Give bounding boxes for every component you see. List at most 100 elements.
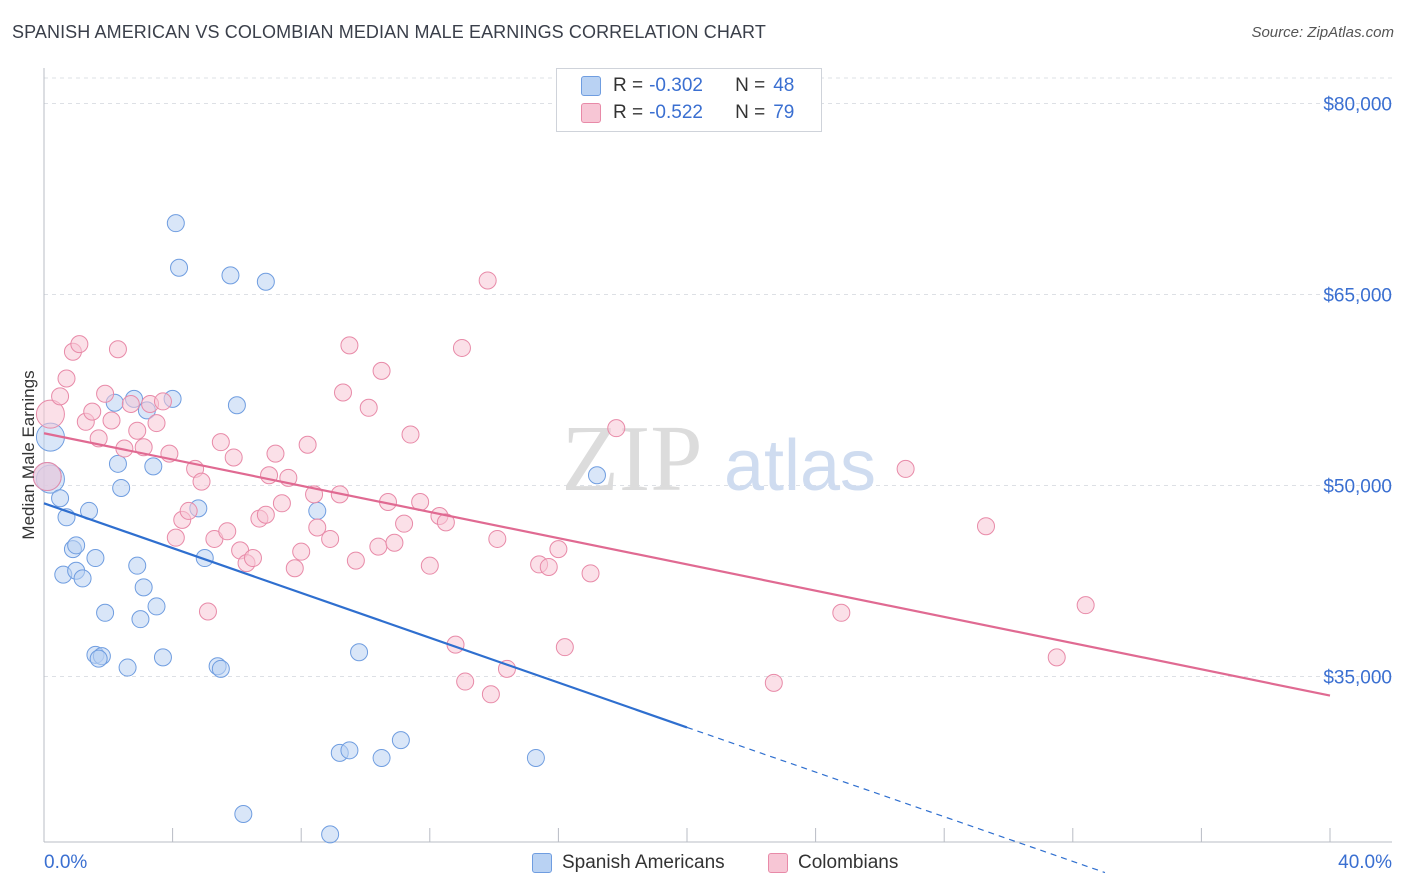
data-point bbox=[211, 433, 230, 452]
data-point bbox=[153, 648, 172, 667]
x-axis-max-label: 40.0% bbox=[1338, 852, 1392, 873]
data-point bbox=[285, 559, 304, 578]
data-point bbox=[153, 392, 172, 411]
legend-r-label: R = bbox=[613, 102, 644, 123]
data-point bbox=[218, 522, 237, 541]
data-point bbox=[57, 369, 76, 388]
series-legend: Spanish Americans Colombians bbox=[0, 852, 1406, 878]
data-point bbox=[70, 335, 89, 354]
data-point bbox=[131, 610, 150, 629]
data-point bbox=[128, 556, 147, 575]
data-point bbox=[192, 472, 211, 491]
data-point bbox=[121, 394, 140, 413]
data-point bbox=[221, 266, 240, 285]
y-tick-labels: $35,000 $50,000 $65,000 $80,000 bbox=[1323, 94, 1392, 688]
legend-row-spanish-americans: R = -0.302 N = 48 bbox=[581, 74, 794, 98]
watermark-atlas: atlas bbox=[724, 426, 876, 506]
data-point bbox=[581, 564, 600, 583]
legend-r-value: -0.522 bbox=[649, 102, 703, 123]
data-point bbox=[391, 731, 410, 750]
y-tick-label: $35,000 bbox=[1323, 667, 1392, 688]
axes bbox=[43, 68, 1392, 843]
data-point bbox=[308, 518, 327, 537]
grid-lines bbox=[44, 77, 1392, 677]
legend-row-colombians: R = -0.522 N = 79 bbox=[581, 101, 794, 125]
data-point bbox=[359, 398, 378, 417]
data-point bbox=[478, 271, 497, 290]
trend-line-0 bbox=[43, 502, 688, 729]
trend-lines bbox=[43, 432, 1331, 874]
data-point bbox=[147, 414, 166, 433]
data-point bbox=[73, 569, 92, 588]
data-point bbox=[832, 603, 851, 622]
data-point bbox=[549, 540, 568, 559]
data-point bbox=[333, 383, 352, 402]
x-axis-min-label: 0.0% bbox=[44, 852, 88, 873]
data-point bbox=[526, 748, 545, 767]
data-point bbox=[372, 748, 391, 767]
data-point bbox=[976, 517, 995, 536]
data-point bbox=[102, 411, 121, 430]
data-point bbox=[308, 501, 327, 520]
data-point bbox=[166, 528, 185, 547]
data-point bbox=[340, 741, 359, 760]
data-point bbox=[51, 387, 70, 406]
data-point bbox=[607, 419, 626, 438]
data-point bbox=[108, 340, 127, 359]
legend-n-value: 48 bbox=[773, 75, 795, 96]
data-point bbox=[32, 462, 62, 492]
y-tick-label: $50,000 bbox=[1323, 476, 1392, 497]
series-swatch-blue bbox=[532, 853, 552, 873]
data-point bbox=[128, 421, 147, 440]
data-point bbox=[234, 804, 253, 823]
data-point bbox=[1076, 596, 1095, 615]
data-point bbox=[195, 549, 214, 568]
data-point bbox=[227, 396, 246, 415]
data-point bbox=[555, 638, 574, 657]
legend-r-value: -0.302 bbox=[649, 75, 703, 96]
data-point bbox=[112, 479, 131, 498]
data-point bbox=[108, 454, 127, 473]
data-point bbox=[134, 438, 153, 457]
data-point bbox=[67, 536, 86, 555]
data-point bbox=[166, 214, 185, 233]
data-point bbox=[346, 551, 365, 570]
data-point bbox=[118, 658, 137, 677]
source-credit: Source: ZipAtlas.com bbox=[1251, 24, 1394, 41]
data-point bbox=[224, 448, 243, 467]
data-point bbox=[420, 556, 439, 575]
data-point bbox=[456, 672, 475, 691]
legend-swatch-blue bbox=[581, 76, 601, 96]
data-point bbox=[395, 514, 414, 533]
series-legend-spanish-americans[interactable]: Spanish Americans bbox=[532, 852, 725, 874]
series-swatch-pink bbox=[768, 853, 788, 873]
data-point bbox=[385, 533, 404, 552]
data-point bbox=[292, 542, 311, 561]
data-point bbox=[539, 557, 558, 576]
data-point bbox=[134, 578, 153, 597]
data-point bbox=[51, 489, 70, 508]
data-point bbox=[243, 549, 262, 568]
data-point bbox=[321, 529, 340, 548]
data-point bbox=[497, 659, 516, 678]
data-point bbox=[96, 384, 115, 403]
y-tick-label: $65,000 bbox=[1323, 285, 1392, 306]
data-point bbox=[211, 659, 230, 678]
data-point bbox=[170, 258, 189, 277]
data-point bbox=[35, 399, 65, 429]
chart-title: SPANISH AMERICAN VS COLOMBIAN MEDIAN MAL… bbox=[12, 22, 766, 42]
data-point bbox=[1047, 648, 1066, 667]
correlation-legend: R = -0.302 N = 48 R = -0.522 N = 79 bbox=[556, 68, 822, 132]
series-label: Colombians bbox=[798, 852, 899, 873]
data-point bbox=[401, 425, 420, 444]
data-point bbox=[83, 402, 102, 421]
data-point bbox=[488, 529, 507, 548]
series-legend-colombians[interactable]: Colombians bbox=[768, 852, 898, 874]
trend-line-extension-0 bbox=[686, 726, 1106, 874]
series-label: Spanish Americans bbox=[562, 852, 725, 873]
data-point bbox=[369, 537, 388, 556]
y-tick-label: $80,000 bbox=[1323, 94, 1392, 115]
data-point bbox=[436, 513, 455, 532]
data-point bbox=[96, 603, 115, 622]
